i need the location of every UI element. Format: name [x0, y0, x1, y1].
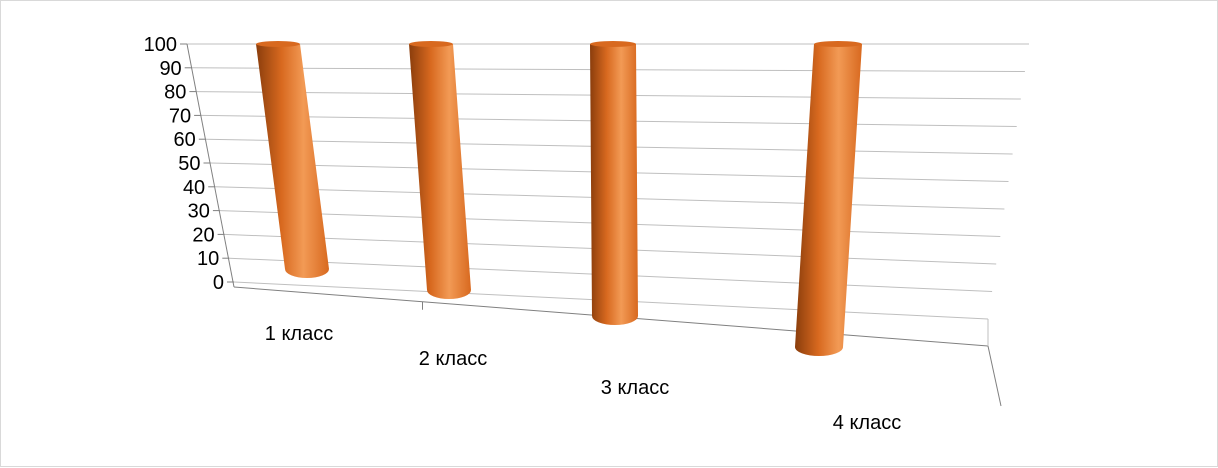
- x-tick-label: 2 класс: [419, 348, 487, 370]
- y-tick-label: 40: [183, 177, 205, 199]
- bar-body: [256, 44, 329, 278]
- y-tick-label: 100: [144, 34, 177, 56]
- bars: [256, 41, 862, 356]
- y-tick-label: 0: [213, 272, 224, 294]
- y-axis-line: [186, 43, 235, 288]
- bar-body: [590, 44, 638, 325]
- x-tick-label: 4 класс: [833, 412, 901, 434]
- x-axis-ticks: 1 класс 2 класс 3 класс 4 класс: [265, 323, 901, 434]
- bar-top: [256, 41, 300, 47]
- y-tick-label: 30: [188, 201, 210, 223]
- y-tick-label: 70: [169, 105, 191, 127]
- bar: [256, 41, 329, 278]
- y-tick-label: 90: [159, 58, 181, 80]
- bar: [795, 41, 862, 356]
- x-tick-label: 1 класс: [265, 323, 333, 345]
- bar-top: [409, 41, 453, 47]
- y-tick-label: 10: [197, 248, 219, 270]
- x-tick-label: 3 класс: [601, 377, 669, 399]
- y-tick-label: 50: [178, 153, 200, 175]
- bar-top: [590, 41, 636, 47]
- y-tick-label: 80: [164, 82, 186, 104]
- bar: [590, 41, 638, 325]
- y-tick-label: 20: [192, 224, 214, 246]
- bar: [409, 41, 471, 299]
- bar-top: [814, 41, 862, 47]
- floor-right-edge: [987, 345, 1002, 407]
- bar-body: [409, 44, 471, 299]
- y-tick-label: 60: [174, 129, 196, 151]
- bar-body: [795, 44, 862, 356]
